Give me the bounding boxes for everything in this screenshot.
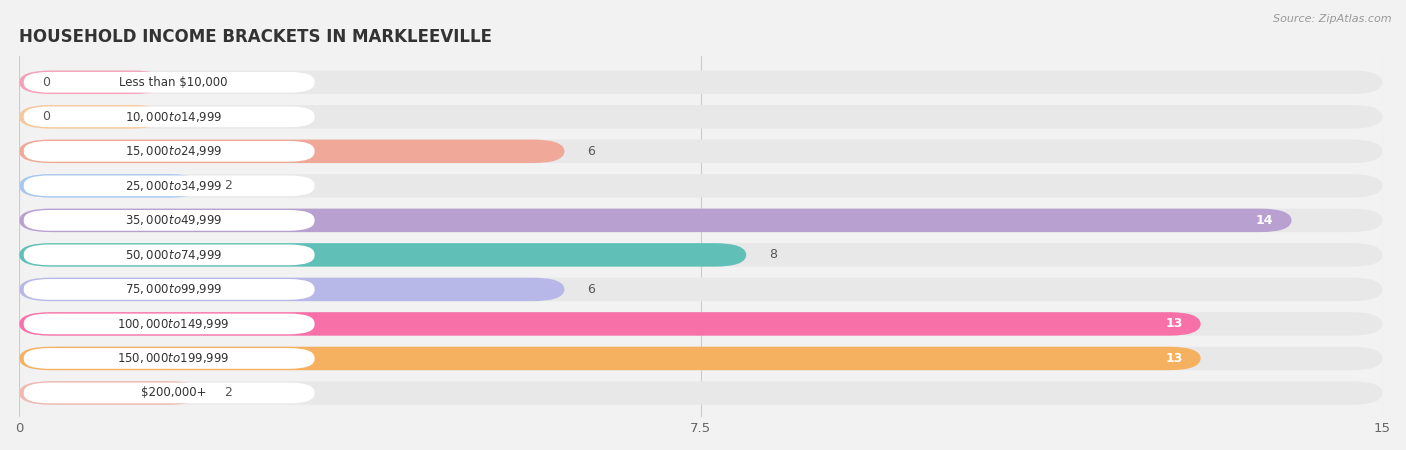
Text: 13: 13 [1166,317,1182,330]
FancyBboxPatch shape [20,105,1382,129]
FancyBboxPatch shape [20,346,1382,370]
Text: HOUSEHOLD INCOME BRACKETS IN MARKLEEVILLE: HOUSEHOLD INCOME BRACKETS IN MARKLEEVILL… [20,28,492,46]
FancyBboxPatch shape [20,312,1201,336]
FancyBboxPatch shape [20,243,747,267]
Text: $150,000 to $199,999: $150,000 to $199,999 [118,351,231,365]
FancyBboxPatch shape [20,209,1382,232]
FancyBboxPatch shape [24,141,315,162]
FancyBboxPatch shape [20,105,165,129]
FancyBboxPatch shape [24,72,315,93]
FancyBboxPatch shape [24,314,315,334]
Text: 2: 2 [224,180,232,192]
Text: $35,000 to $49,999: $35,000 to $49,999 [125,213,222,227]
FancyBboxPatch shape [20,174,1382,198]
FancyBboxPatch shape [20,278,1382,301]
FancyBboxPatch shape [20,140,1382,163]
FancyBboxPatch shape [24,348,315,369]
FancyBboxPatch shape [20,346,1201,370]
FancyBboxPatch shape [20,381,1382,405]
FancyBboxPatch shape [20,243,1382,267]
Text: $10,000 to $14,999: $10,000 to $14,999 [125,110,222,124]
FancyBboxPatch shape [24,176,315,196]
Text: 6: 6 [588,283,595,296]
Text: 6: 6 [588,145,595,158]
Text: $50,000 to $74,999: $50,000 to $74,999 [125,248,222,262]
Text: $100,000 to $149,999: $100,000 to $149,999 [118,317,231,331]
Text: 8: 8 [769,248,778,261]
FancyBboxPatch shape [24,244,315,265]
Text: Less than $10,000: Less than $10,000 [120,76,228,89]
Text: $75,000 to $99,999: $75,000 to $99,999 [125,283,222,297]
FancyBboxPatch shape [20,140,565,163]
Text: $25,000 to $34,999: $25,000 to $34,999 [125,179,222,193]
Text: Source: ZipAtlas.com: Source: ZipAtlas.com [1274,14,1392,23]
FancyBboxPatch shape [24,107,315,127]
FancyBboxPatch shape [20,71,1382,94]
Text: 13: 13 [1166,352,1182,365]
Text: 14: 14 [1256,214,1274,227]
Text: 2: 2 [224,387,232,400]
Text: $15,000 to $24,999: $15,000 to $24,999 [125,144,222,158]
FancyBboxPatch shape [20,71,165,94]
Text: 0: 0 [42,110,49,123]
FancyBboxPatch shape [20,174,201,198]
FancyBboxPatch shape [20,278,565,301]
FancyBboxPatch shape [24,279,315,300]
FancyBboxPatch shape [24,382,315,403]
Text: 0: 0 [42,76,49,89]
FancyBboxPatch shape [20,381,201,405]
Text: $200,000+: $200,000+ [141,387,207,400]
FancyBboxPatch shape [24,210,315,231]
FancyBboxPatch shape [20,209,1292,232]
FancyBboxPatch shape [20,312,1382,336]
